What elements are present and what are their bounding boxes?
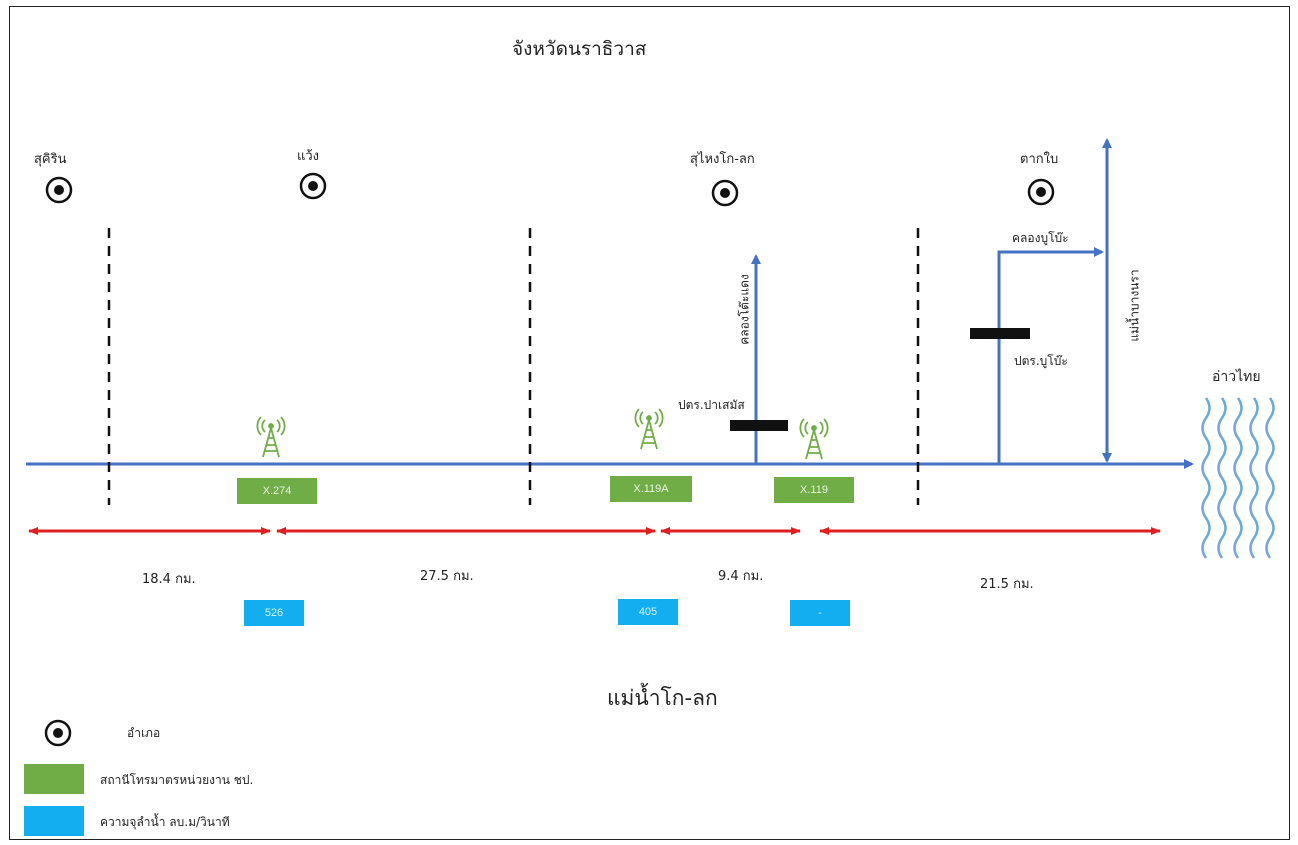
district-icon bbox=[45, 176, 73, 204]
gate-label: ปตร.ปาเสมัส bbox=[678, 398, 745, 412]
flow-capacity-box: 405 bbox=[618, 599, 678, 625]
river-name: แม่น้ำโก-ลก bbox=[607, 686, 718, 710]
district-label: ตากใบ bbox=[1020, 152, 1059, 167]
tributary-khlong-bumo bbox=[997, 247, 1104, 464]
legend-station-label: สถานีโทรมาตรหน่วยงาน ชป. bbox=[100, 773, 254, 787]
district-icon bbox=[711, 179, 739, 207]
district-icon bbox=[44, 719, 72, 747]
flow-capacity-box: - bbox=[790, 600, 850, 626]
tributary-label: คลองโต๊ะแดง bbox=[737, 274, 752, 345]
distance-label: 27.5 กม. bbox=[420, 569, 474, 584]
district-label: สุไหงโก-ลก bbox=[690, 152, 755, 167]
radio-tower-icon bbox=[256, 416, 286, 458]
diagram-frame bbox=[9, 6, 1290, 840]
district-icon bbox=[1027, 178, 1055, 206]
district-label: แว้ง bbox=[297, 149, 320, 164]
station-box: X.119A bbox=[610, 476, 692, 502]
distance-label: 18.4 กม. bbox=[142, 572, 196, 587]
gate-pa-se-mat bbox=[730, 420, 788, 431]
distance-label: 21.5 กม. bbox=[980, 577, 1034, 592]
legend-district-label: อำเภอ bbox=[127, 726, 161, 740]
sea-waves-icon bbox=[1201, 397, 1275, 559]
station-box: X.274 bbox=[237, 478, 317, 504]
tributary-label: คลองบูโบ๊ะ bbox=[1012, 231, 1069, 245]
district-icon bbox=[299, 172, 327, 200]
radio-tower-icon bbox=[634, 408, 664, 450]
gate-label: ปตร.บูโบ๊ะ bbox=[1014, 354, 1068, 368]
distance-label: 9.4 กม. bbox=[718, 569, 764, 584]
radio-tower-icon bbox=[799, 418, 829, 460]
legend-flow-label: ความจุลำน้ำ ลบ.ม/วินาที bbox=[100, 815, 230, 829]
flow-capacity-box: 526 bbox=[244, 600, 304, 626]
legend-station-swatch bbox=[24, 764, 84, 794]
sea-label: อ่าวไทย bbox=[1212, 369, 1261, 385]
district-label: สุคิริน bbox=[34, 152, 67, 167]
gate-bumo bbox=[970, 328, 1030, 339]
station-box: X.119 bbox=[774, 477, 854, 503]
legend-flow-swatch bbox=[24, 806, 84, 836]
tributary-label: แม่น้ำบางนรา bbox=[1127, 269, 1142, 342]
map-title: จังหวัดนราธิวาส bbox=[512, 38, 647, 60]
